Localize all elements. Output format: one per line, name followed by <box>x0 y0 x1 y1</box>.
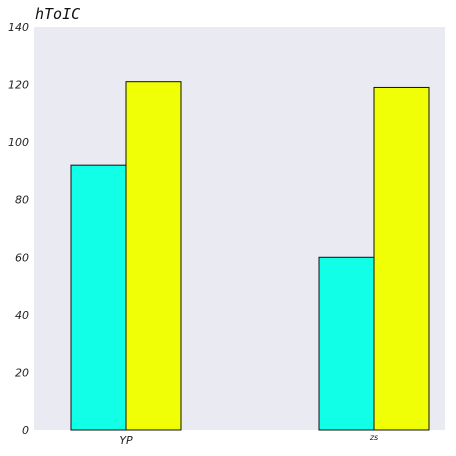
bar-zs-series-0 <box>318 256 375 431</box>
bars <box>70 81 430 431</box>
bar-zs-series-1 <box>373 86 430 431</box>
y-tick-label: 60 <box>15 251 29 264</box>
bar-YP-series-0 <box>70 164 127 431</box>
y-tick-label: 20 <box>15 366 29 379</box>
y-tick-label: 120 <box>8 79 29 92</box>
x-axis-ticks: YP zs <box>119 433 378 447</box>
y-tick-label: 140 <box>8 21 29 34</box>
bar-YP-series-1 <box>125 81 182 431</box>
y-axis-ticks: 0 20 40 60 80 100 120 140 <box>8 21 29 437</box>
y-tick-label: 0 <box>22 424 29 437</box>
y-tick-label: 80 <box>15 194 29 207</box>
y-tick-label: 40 <box>15 309 29 322</box>
x-tick-label: zs <box>369 433 378 442</box>
y-tick-label: 100 <box>8 136 29 149</box>
chart-title: hToIC <box>35 5 80 23</box>
x-tick-label: YP <box>119 434 133 447</box>
